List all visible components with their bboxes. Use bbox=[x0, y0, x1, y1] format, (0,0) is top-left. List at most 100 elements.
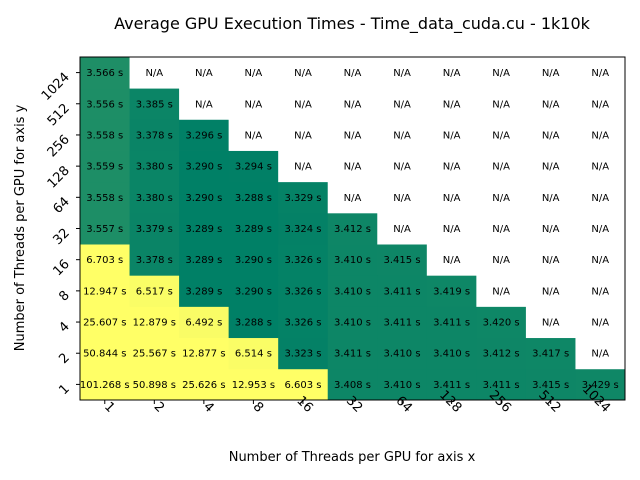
cell-value-label: 3.294 s bbox=[235, 162, 272, 173]
cell-value-label: 3.289 s bbox=[185, 224, 222, 235]
cell-value-label: 12.953 s bbox=[232, 380, 275, 391]
heatmap-cell bbox=[426, 181, 477, 214]
x-axis-label: Number of Threads per GPU for axis x bbox=[229, 450, 476, 465]
heatmap-cell bbox=[80, 368, 130, 401]
cell-value-label: N/A bbox=[294, 162, 312, 173]
cell-value-label: N/A bbox=[393, 162, 411, 173]
cell-value-label: N/A bbox=[344, 162, 362, 173]
heatmap-cell bbox=[426, 119, 477, 151]
cell-value-label: 3.323 s bbox=[284, 349, 321, 360]
cell-value-label: N/A bbox=[492, 255, 510, 266]
heatmap-cell bbox=[80, 57, 130, 89]
heatmap-cell bbox=[129, 212, 180, 245]
cell-value-label: 3.290 s bbox=[185, 162, 222, 173]
heatmap-cell bbox=[377, 119, 428, 151]
heatmap-cell bbox=[129, 337, 180, 370]
cell-value-label: N/A bbox=[245, 68, 263, 79]
cell-value-label: 3.410 s bbox=[384, 349, 421, 360]
heatmap-cell bbox=[575, 212, 626, 245]
heatmap-cell bbox=[426, 244, 477, 276]
cell-value-label: N/A bbox=[492, 286, 510, 297]
cell-value-label: 3.410 s bbox=[433, 349, 470, 360]
cell-value-label: N/A bbox=[294, 68, 312, 79]
cell-value-label: 3.378 s bbox=[136, 255, 173, 266]
cell-value-label: 3.556 s bbox=[86, 99, 123, 110]
heatmap-cell bbox=[476, 150, 527, 183]
chart-title: Average GPU Execution Times - Time_data_… bbox=[114, 14, 591, 34]
y-tick-label: 1024 bbox=[39, 70, 73, 104]
y-tick-label: 512 bbox=[45, 101, 73, 129]
cell-value-label: N/A bbox=[393, 99, 411, 110]
cell-value-label: N/A bbox=[245, 130, 263, 141]
heatmap-cell bbox=[179, 181, 230, 214]
cell-value-label: N/A bbox=[591, 224, 609, 235]
y-tick-label: 1 bbox=[56, 382, 72, 398]
heatmap-cell bbox=[80, 88, 130, 120]
y-axis-label: Number of Threads per GPU for axis y bbox=[13, 104, 28, 351]
heatmap-cell bbox=[426, 57, 477, 89]
heatmap-cell bbox=[525, 119, 576, 151]
cell-value-label: 3.288 s bbox=[235, 318, 272, 329]
heatmap-cell bbox=[278, 275, 329, 307]
heatmap-cell bbox=[278, 57, 329, 89]
x-tick-label: 4 bbox=[200, 399, 216, 415]
heatmap-cell bbox=[129, 244, 180, 276]
cell-value-label: N/A bbox=[145, 68, 163, 79]
cell-value-label: N/A bbox=[591, 99, 609, 110]
heatmap-cell bbox=[179, 88, 230, 120]
cell-value-label: 3.558 s bbox=[86, 130, 123, 141]
cell-value-label: 3.558 s bbox=[86, 193, 123, 204]
heatmap-cell bbox=[327, 57, 378, 89]
heatmap-cell bbox=[129, 119, 180, 151]
cell-value-label: 101.268 s bbox=[80, 380, 130, 391]
cell-value-label: 3.326 s bbox=[284, 255, 321, 266]
heatmap-cell bbox=[575, 57, 626, 89]
heatmap-cell bbox=[228, 119, 279, 151]
cell-value-label: 3.415 s bbox=[532, 380, 569, 391]
cell-value-label: N/A bbox=[591, 162, 609, 173]
heatmap-cell bbox=[80, 212, 130, 245]
heatmap-cell bbox=[525, 88, 576, 120]
heatmap-cell bbox=[377, 368, 428, 401]
cell-value-label: N/A bbox=[591, 349, 609, 360]
heatmap-cell bbox=[228, 275, 279, 307]
heatmap-cell bbox=[179, 244, 230, 276]
cell-value-label: N/A bbox=[195, 99, 213, 110]
heatmap-cell bbox=[377, 57, 428, 89]
cell-value-label: N/A bbox=[591, 318, 609, 329]
cell-value-label: N/A bbox=[245, 99, 263, 110]
heatmap-cell bbox=[575, 368, 626, 401]
cell-value-label: 25.626 s bbox=[182, 380, 225, 391]
heatmap-cell bbox=[179, 368, 230, 401]
heatmap-cell bbox=[575, 337, 626, 370]
heatmap-cell bbox=[575, 275, 626, 307]
heatmap-cell bbox=[228, 150, 279, 183]
cell-value-label: 3.290 s bbox=[235, 255, 272, 266]
heatmap-cell bbox=[377, 88, 428, 120]
cell-value-label: 12.879 s bbox=[133, 318, 176, 329]
heatmap-cell bbox=[228, 212, 279, 245]
cell-value-label: N/A bbox=[492, 130, 510, 141]
cell-value-label: 3.288 s bbox=[235, 193, 272, 204]
cell-value-label: 3.412 s bbox=[483, 349, 520, 360]
cell-value-label: N/A bbox=[591, 286, 609, 297]
x-tick-label: 1 bbox=[101, 399, 117, 415]
cell-value-label: 3.289 s bbox=[185, 255, 222, 266]
cell-value-label: 25.607 s bbox=[83, 318, 126, 329]
heatmap-cell bbox=[525, 181, 576, 214]
cell-value-label: 6.703 s bbox=[86, 255, 123, 266]
heatmap-cell bbox=[525, 337, 576, 370]
x-tick-label: 8 bbox=[250, 399, 266, 415]
cell-value-label: 3.326 s bbox=[284, 318, 321, 329]
heatmap-cell bbox=[80, 306, 130, 339]
heatmap-cell bbox=[278, 306, 329, 339]
heatmap-cell bbox=[377, 212, 428, 245]
y-tick-label: 128 bbox=[45, 163, 73, 191]
heatmap-cell bbox=[525, 244, 576, 276]
heatmap-cell bbox=[426, 337, 477, 370]
cell-value-label: N/A bbox=[591, 255, 609, 266]
cell-value-label: 3.380 s bbox=[136, 193, 173, 204]
heatmap-cell bbox=[80, 181, 130, 214]
